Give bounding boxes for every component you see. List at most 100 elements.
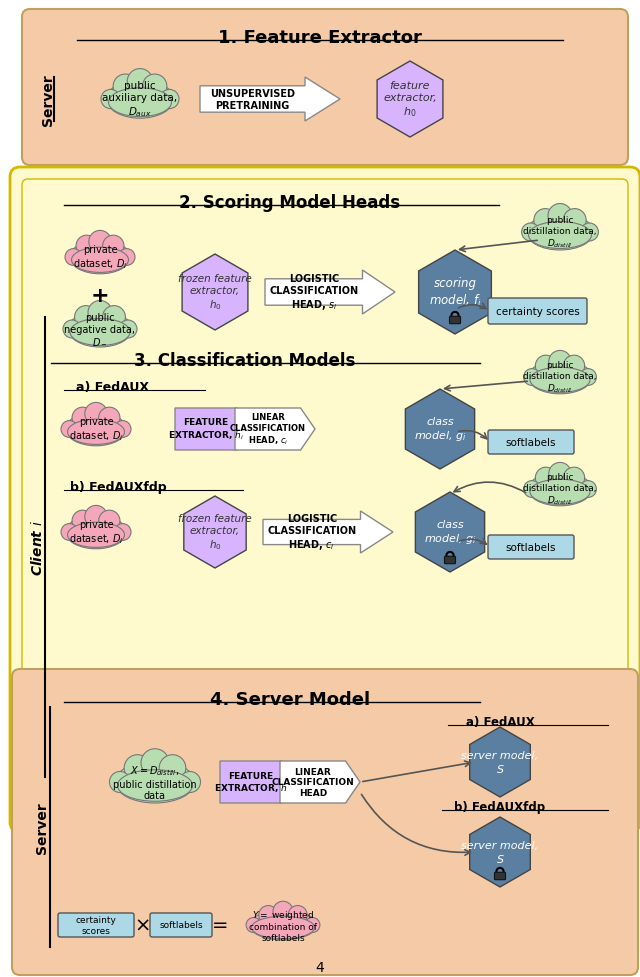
Polygon shape: [184, 496, 246, 569]
Ellipse shape: [109, 89, 172, 117]
Text: b) FedAUXfdp: b) FedAUXfdp: [70, 481, 166, 494]
Polygon shape: [377, 62, 443, 138]
Text: private
dataset, $D_i$: private dataset, $D_i$: [73, 245, 127, 271]
FancyBboxPatch shape: [445, 557, 456, 564]
FancyBboxPatch shape: [12, 669, 638, 975]
Polygon shape: [415, 492, 484, 573]
Ellipse shape: [528, 361, 592, 395]
Circle shape: [288, 906, 307, 924]
Polygon shape: [263, 512, 393, 553]
Ellipse shape: [72, 248, 129, 274]
FancyBboxPatch shape: [488, 431, 574, 454]
Circle shape: [124, 755, 151, 782]
Text: public
auxiliary data,
$D_{aux}$: public auxiliary data, $D_{aux}$: [102, 81, 177, 118]
Circle shape: [109, 772, 131, 792]
Ellipse shape: [70, 241, 131, 275]
Text: Client $i$: Client $i$: [31, 520, 45, 575]
Circle shape: [72, 511, 93, 531]
Circle shape: [548, 351, 572, 373]
Circle shape: [84, 506, 108, 529]
Text: private
dataset, $D_i$: private dataset, $D_i$: [68, 416, 124, 443]
FancyBboxPatch shape: [58, 913, 134, 937]
Text: LINEAR
CLASSIFICATION
HEAD: LINEAR CLASSIFICATION HEAD: [271, 767, 354, 797]
Text: server model,
$S$: server model, $S$: [461, 750, 539, 774]
Text: frozen feature
extractor,
$h_0$: frozen feature extractor, $h_0$: [178, 514, 252, 551]
Circle shape: [65, 249, 82, 266]
FancyBboxPatch shape: [488, 535, 574, 560]
Text: LOGISTIC
CLASSIFICATION
HEAD, $c_i$: LOGISTIC CLASSIFICATION HEAD, $c_i$: [267, 514, 356, 551]
Polygon shape: [280, 761, 360, 803]
Polygon shape: [235, 408, 315, 450]
Polygon shape: [265, 271, 395, 315]
Text: FEATURE
EXTRACTOR, $h_i$: FEATURE EXTRACTOR, $h_i$: [168, 418, 244, 442]
Text: 4: 4: [316, 960, 324, 974]
Polygon shape: [220, 761, 295, 803]
Ellipse shape: [65, 516, 127, 549]
Circle shape: [72, 407, 93, 429]
Circle shape: [113, 75, 138, 100]
Text: 2. Scoring Model Heads: 2. Scoring Model Heads: [179, 193, 401, 212]
Circle shape: [524, 481, 540, 498]
FancyBboxPatch shape: [150, 913, 212, 937]
Ellipse shape: [65, 412, 127, 446]
Text: private
dataset, $D_i$: private dataset, $D_i$: [68, 520, 124, 545]
Circle shape: [522, 224, 540, 241]
Polygon shape: [470, 727, 531, 797]
Ellipse shape: [526, 215, 594, 251]
Ellipse shape: [252, 916, 314, 939]
Circle shape: [61, 524, 78, 541]
Polygon shape: [405, 390, 475, 470]
Ellipse shape: [530, 367, 590, 393]
Text: certainty
scores: certainty scores: [76, 915, 116, 935]
Circle shape: [548, 204, 572, 229]
FancyBboxPatch shape: [22, 10, 628, 166]
Text: Server: Server: [35, 801, 49, 853]
Polygon shape: [419, 251, 492, 335]
Text: b) FedAUXfdp: b) FedAUXfdp: [454, 801, 545, 814]
Ellipse shape: [70, 319, 130, 346]
Circle shape: [99, 511, 120, 531]
Circle shape: [127, 69, 153, 95]
Text: class
model, $g_i$: class model, $g_i$: [424, 520, 476, 545]
Text: softlabels: softlabels: [506, 438, 556, 447]
Circle shape: [141, 749, 169, 777]
Circle shape: [563, 356, 585, 377]
Text: $X = D_{distill}$,
public distillation
data: $X = D_{distill}$, public distillation d…: [113, 764, 197, 801]
Circle shape: [580, 369, 596, 386]
Circle shape: [61, 421, 78, 438]
Ellipse shape: [250, 910, 317, 940]
Circle shape: [580, 481, 596, 498]
Polygon shape: [175, 408, 250, 450]
Text: feature
extractor,
$h_0$: feature extractor, $h_0$: [383, 81, 437, 118]
Text: public
distillation data,
$D_{distill}$: public distillation data, $D_{distill}$: [524, 361, 596, 395]
Text: LOGISTIC
CLASSIFICATION
HEAD, $s_i$: LOGISTIC CLASSIFICATION HEAD, $s_i$: [269, 274, 358, 312]
Text: 3. Classification Models: 3. Classification Models: [134, 352, 356, 369]
FancyBboxPatch shape: [10, 168, 640, 832]
Text: $Y =$ weighted
combination of
softlabels: $Y =$ weighted combination of softlabels: [249, 909, 317, 942]
FancyBboxPatch shape: [449, 317, 461, 324]
Circle shape: [563, 468, 585, 488]
Text: public
negative data,
$D_-$: public negative data, $D_-$: [65, 313, 136, 347]
Circle shape: [548, 463, 572, 486]
Ellipse shape: [115, 761, 195, 803]
Ellipse shape: [530, 480, 590, 505]
Circle shape: [114, 524, 131, 541]
Text: ×: ×: [135, 915, 151, 935]
Text: Server: Server: [41, 74, 55, 126]
Text: scoring
model, $f_i$: scoring model, $f_i$: [429, 276, 481, 309]
Circle shape: [75, 306, 97, 329]
Circle shape: [534, 209, 557, 233]
FancyBboxPatch shape: [488, 299, 587, 324]
Text: a) FedAUX: a) FedAUX: [76, 381, 148, 394]
Ellipse shape: [529, 223, 591, 249]
Circle shape: [535, 356, 557, 377]
Circle shape: [524, 369, 540, 386]
Circle shape: [114, 421, 131, 438]
Text: =: =: [212, 915, 228, 935]
Circle shape: [159, 755, 186, 782]
Text: public
distillation data,
$D_{distill}$: public distillation data, $D_{distill}$: [524, 216, 596, 249]
Circle shape: [535, 468, 557, 488]
Text: 4. Server Model: 4. Server Model: [210, 691, 370, 708]
Text: +: +: [91, 285, 109, 306]
Ellipse shape: [67, 420, 125, 445]
